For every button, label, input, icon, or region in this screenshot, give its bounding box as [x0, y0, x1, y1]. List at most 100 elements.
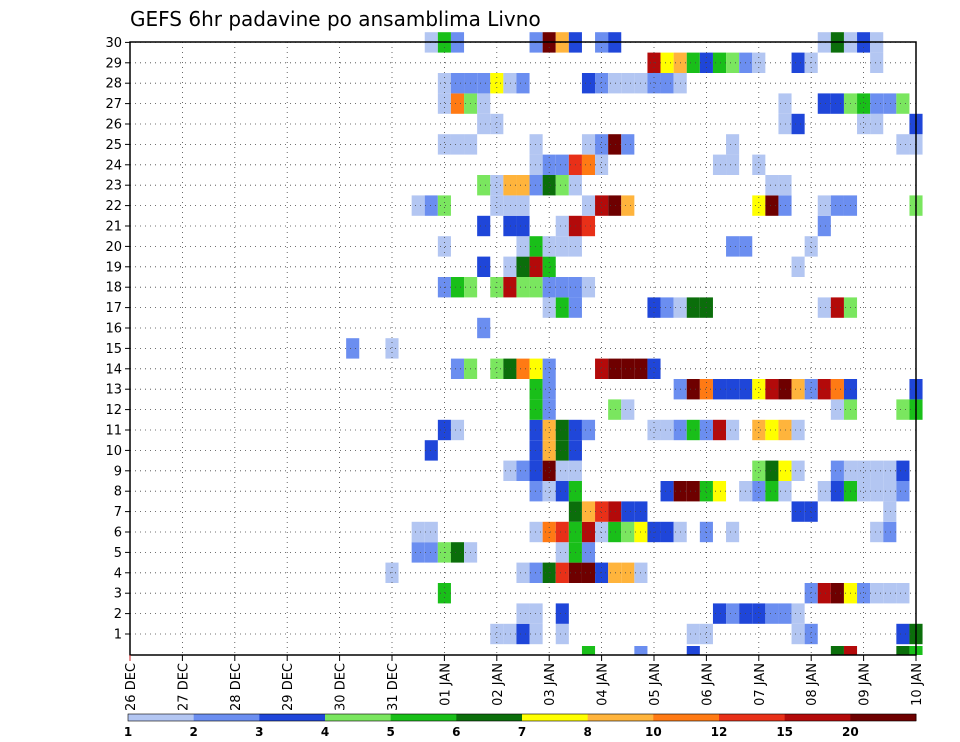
- heatmap-cell: [516, 175, 530, 196]
- heatmap-cell: [804, 583, 818, 604]
- y-tick-label: 10: [105, 444, 122, 459]
- colorbar-swatch: [587, 714, 654, 721]
- y-tick-label: 4: [114, 566, 122, 581]
- heatmap-cell: [529, 562, 543, 583]
- y-tick-label: 30: [105, 36, 122, 51]
- heatmap-cell: [765, 460, 779, 481]
- heatmap-cell: [804, 623, 818, 645]
- heatmap-cell: [581, 542, 596, 563]
- heatmap-cell: [516, 195, 530, 216]
- colorbar-label: 4: [321, 725, 329, 739]
- colorbar-swatch: [850, 714, 917, 721]
- heatmap-cells: [346, 32, 923, 655]
- heatmap-cell: [477, 215, 491, 237]
- heatmap-cell: [503, 256, 517, 277]
- heatmap-cell: [699, 481, 713, 502]
- heatmap-cell: [503, 623, 517, 645]
- heatmap-cell: [647, 358, 661, 379]
- y-tick-label: 6: [114, 526, 122, 541]
- heatmap-cell: [686, 52, 700, 73]
- heatmap-cell: [608, 562, 622, 583]
- colorbar-label: 7: [518, 725, 526, 739]
- heatmap-cell: [621, 134, 635, 155]
- y-tick-label: 11: [105, 424, 122, 439]
- heatmap-cell: [529, 236, 543, 257]
- y-tick-label: 18: [105, 281, 122, 296]
- heatmap-cell: [870, 521, 884, 543]
- heatmap-cell: [752, 481, 766, 502]
- heatmap-cell: [817, 481, 831, 502]
- heatmap-cell: [411, 195, 425, 216]
- heatmap-cell: [555, 542, 569, 563]
- heatmap-cell: [555, 562, 569, 583]
- heatmap-cell: [581, 646, 596, 655]
- heatmap-cell: [411, 521, 425, 543]
- heatmap-cell: [686, 297, 700, 318]
- heatmap-cell: [516, 562, 530, 583]
- heatmap-cell: [542, 399, 556, 420]
- heatmap-cell: [450, 73, 465, 94]
- heatmap-cell: [608, 73, 622, 94]
- heatmap-cell: [857, 481, 871, 502]
- x-tick-label: 03 JAN: [543, 663, 558, 706]
- heatmap-cell: [857, 113, 871, 135]
- heatmap-cell: [503, 175, 517, 196]
- heatmap-cell: [870, 481, 884, 502]
- heatmap-cell: [817, 215, 831, 237]
- heatmap-cell: [503, 195, 517, 216]
- heatmap-cell: [542, 440, 556, 461]
- y-tick-label: 5: [114, 546, 122, 561]
- heatmap-cell: [555, 215, 569, 237]
- heatmap-cell: [712, 481, 727, 502]
- heatmap-cell: [529, 603, 543, 624]
- heatmap-cell: [542, 236, 556, 257]
- heatmap-cell: [555, 419, 569, 441]
- colorbar-frame: [127, 713, 917, 722]
- heatmap-cell: [595, 134, 609, 155]
- heatmap-cell: [791, 623, 805, 645]
- heatmap-cell: [581, 419, 596, 441]
- heatmap-cell: [555, 175, 569, 196]
- heatmap-cell: [595, 154, 609, 175]
- x-tick-label: 01 JAN: [438, 663, 453, 706]
- x-tick-label: 05 JAN: [648, 663, 663, 706]
- heatmap-cell: [896, 460, 910, 481]
- heatmap-cell: [555, 521, 569, 543]
- heatmap-cell: [581, 154, 596, 175]
- heatmap-cell: [752, 195, 766, 216]
- heatmap-cell: [896, 134, 910, 155]
- colorbar-label: 20: [842, 725, 859, 739]
- heatmap-cell: [490, 113, 504, 135]
- heatmap-cell: [542, 175, 556, 196]
- colorbar-swatch: [390, 714, 457, 721]
- heatmap-cell: [529, 256, 543, 277]
- y-tick-label: 25: [105, 138, 122, 153]
- heatmap-cell: [804, 236, 818, 257]
- heatmap-cell: [581, 73, 596, 94]
- heatmap-cell: [896, 583, 910, 604]
- heatmap-cell: [490, 358, 504, 379]
- x-tick-label: 06 JAN: [700, 663, 715, 706]
- heatmap-cell: [830, 583, 844, 604]
- heatmap-cell: [529, 521, 543, 543]
- heatmap-cell: [437, 93, 451, 114]
- heatmap-cell: [437, 583, 451, 604]
- y-tick-label: 7: [114, 505, 122, 520]
- heatmap-cell: [516, 623, 530, 645]
- heatmap-cell: [608, 134, 622, 155]
- heatmap-cell: [529, 134, 543, 155]
- y-tick-label: 9: [114, 464, 122, 479]
- heatmap-cell: [529, 379, 543, 400]
- heatmap-cell: [660, 521, 674, 543]
- colorbar: 1 2 3 4 5 6 7 8 10 12 15 20: [124, 713, 917, 739]
- heatmap-cell: [857, 583, 871, 604]
- heatmap-cell: [712, 52, 727, 73]
- heatmap-cell: [686, 419, 700, 441]
- y-tick-label: 12: [105, 403, 122, 418]
- heatmap-cell: [595, 358, 609, 379]
- heatmap-cell: [621, 399, 635, 420]
- heatmap-cell: [817, 583, 831, 604]
- heatmap-cell: [621, 195, 635, 216]
- heatmap-cell: [529, 481, 543, 502]
